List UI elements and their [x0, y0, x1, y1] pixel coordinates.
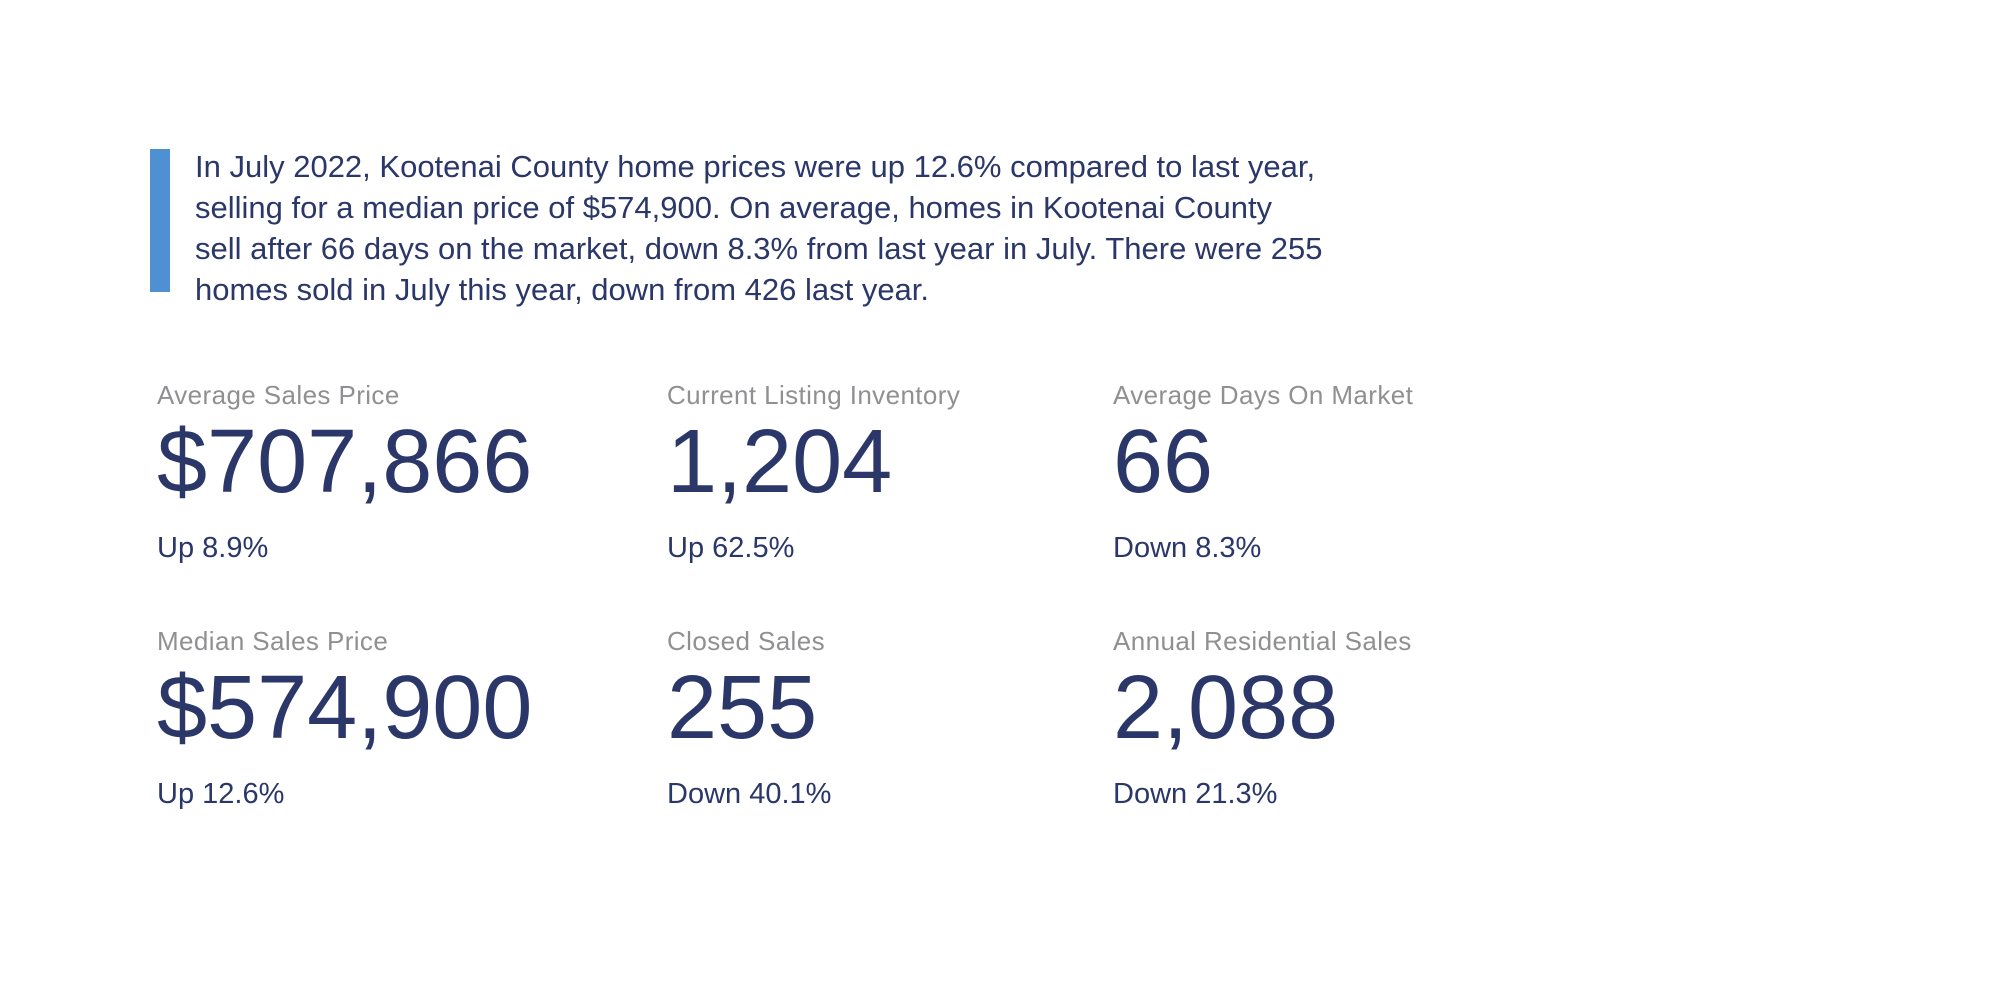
- stat-card-median-sales-price: Median Sales Price $574,900 Up 12.6%: [157, 626, 667, 812]
- stat-label: Annual Residential Sales: [1113, 626, 1412, 656]
- summary-line: In July 2022, Kootenai County home price…: [195, 149, 1316, 184]
- stat-label: Current Listing Inventory: [667, 380, 961, 410]
- stat-card-current-listing-inventory: Current Listing Inventory 1,204 Up 62.5%: [667, 380, 1113, 566]
- stat-value: 1,204: [667, 412, 893, 512]
- summary-line: homes sold in July this year, down from …: [195, 272, 930, 307]
- stat-label: Median Sales Price: [157, 626, 389, 656]
- stat-card-average-sales-price: Average Sales Price $707,866 Up 8.9%: [157, 380, 667, 566]
- market-summary-quote: In July 2022, Kootenai County home price…: [150, 146, 1322, 310]
- stat-value: 2,088: [1113, 658, 1339, 758]
- summary-line: selling for a median price of $574,900. …: [195, 190, 1273, 225]
- summary-line: sell after 66 days on the market, down 8…: [195, 231, 1323, 266]
- stat-value: $574,900: [157, 658, 533, 758]
- stat-card-average-days-on-market: Average Days On Market 66 Down 8.3%: [1113, 380, 1633, 566]
- stat-change-badge: Down 40.1%: [667, 778, 832, 810]
- stat-label: Average Sales Price: [157, 380, 400, 410]
- stat-change-badge: Up 8.9%: [157, 532, 269, 564]
- stat-label: Average Days On Market: [1113, 380, 1414, 410]
- stat-label: Closed Sales: [667, 626, 825, 656]
- stats-grid: Average Sales Price $707,866 Up 8.9% Cur…: [157, 380, 1633, 812]
- stat-card-closed-sales: Closed Sales 255 Down 40.1%: [667, 626, 1113, 812]
- stat-change-badge: Up 62.5%: [667, 532, 795, 564]
- stat-card-annual-residential-sales: Annual Residential Sales 2,088 Down 21.3…: [1113, 626, 1633, 812]
- stat-change-badge: Down 21.3%: [1113, 778, 1278, 810]
- stat-change-badge: Up 12.6%: [157, 778, 285, 810]
- market-summary-text: In July 2022, Kootenai County home price…: [195, 146, 1322, 310]
- stat-value: $707,866: [157, 412, 533, 512]
- quote-accent-bar: [150, 149, 170, 292]
- stat-change-badge: Down 8.3%: [1113, 532, 1262, 564]
- stat-value: 66: [1113, 412, 1214, 512]
- stat-value: 255: [667, 658, 818, 758]
